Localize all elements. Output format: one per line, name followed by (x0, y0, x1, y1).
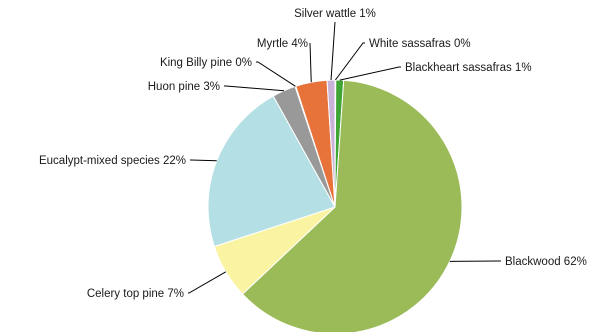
slice-label: White sassafras 0% (369, 38, 471, 50)
slice-label: Myrtle 4% (257, 38, 308, 50)
pie-slice-blackwood (241, 79, 463, 332)
pie-slices (207, 79, 463, 332)
slice-label: Blackheart sassafras 1% (405, 62, 532, 74)
leader-line (309, 42, 312, 83)
slice-label: Eucalypt-mixed species 22% (39, 155, 186, 167)
leader-line (339, 66, 401, 81)
leader-line (188, 271, 227, 294)
leader-lines (188, 21, 501, 294)
pie-slice-eucalypt-mixed-species (207, 95, 336, 248)
leader-line (334, 42, 365, 81)
slice-label: Blackwood 62% (505, 256, 587, 268)
slice-label: King Billy pine 0% (160, 57, 252, 69)
slice-label: Silver wattle 1% (294, 8, 376, 20)
slice-label: Huon pine 3% (148, 81, 220, 93)
leader-line (190, 159, 217, 162)
slice-label: Celery top pine 7% (87, 288, 184, 300)
leader-line (224, 85, 284, 92)
leader-line (330, 21, 336, 81)
leader-line (256, 61, 296, 87)
slice-labels: White sassafras 0% Blackheart sassafras 1… (39, 8, 587, 300)
